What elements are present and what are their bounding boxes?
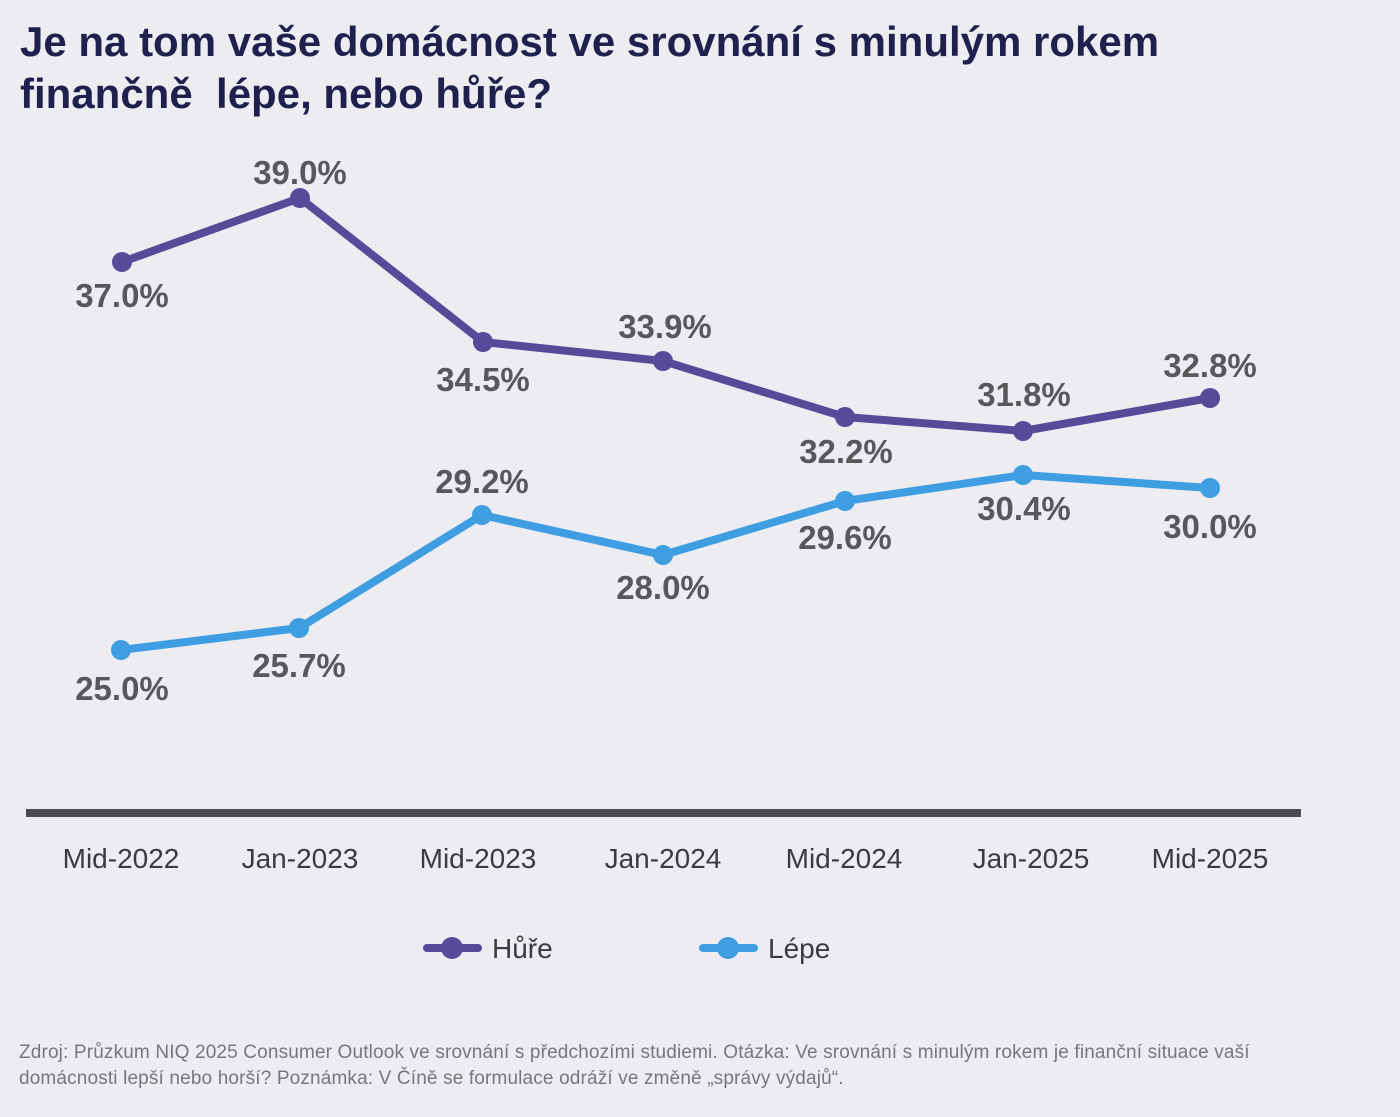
- svg-text:31.8%: 31.8%: [977, 376, 1071, 413]
- svg-text:30.0%: 30.0%: [1163, 508, 1257, 545]
- svg-text:Jan-2023: Jan-2023: [242, 843, 359, 874]
- svg-text:34.5%: 34.5%: [436, 361, 530, 398]
- svg-text:Mid-2023: Mid-2023: [420, 843, 537, 874]
- svg-text:28.0%: 28.0%: [616, 569, 710, 606]
- svg-text:32.8%: 32.8%: [1163, 347, 1257, 384]
- svg-text:25.7%: 25.7%: [252, 647, 346, 684]
- svg-text:Mid-2025: Mid-2025: [1152, 843, 1269, 874]
- svg-text:Hůře: Hůře: [492, 933, 553, 964]
- svg-text:Jan-2024: Jan-2024: [605, 843, 722, 874]
- svg-text:30.4%: 30.4%: [977, 490, 1071, 527]
- svg-text:29.2%: 29.2%: [435, 463, 529, 500]
- svg-text:39.0%: 39.0%: [253, 154, 347, 191]
- svg-text:Lépe: Lépe: [768, 933, 830, 964]
- svg-text:25.0%: 25.0%: [75, 670, 169, 707]
- svg-text:33.9%: 33.9%: [618, 308, 712, 345]
- svg-text:37.0%: 37.0%: [75, 277, 169, 314]
- svg-text:29.6%: 29.6%: [798, 519, 892, 556]
- svg-text:Mid-2022: Mid-2022: [63, 843, 180, 874]
- svg-text:32.2%: 32.2%: [799, 433, 893, 470]
- svg-text:Jan-2025: Jan-2025: [973, 843, 1090, 874]
- svg-text:Mid-2024: Mid-2024: [786, 843, 903, 874]
